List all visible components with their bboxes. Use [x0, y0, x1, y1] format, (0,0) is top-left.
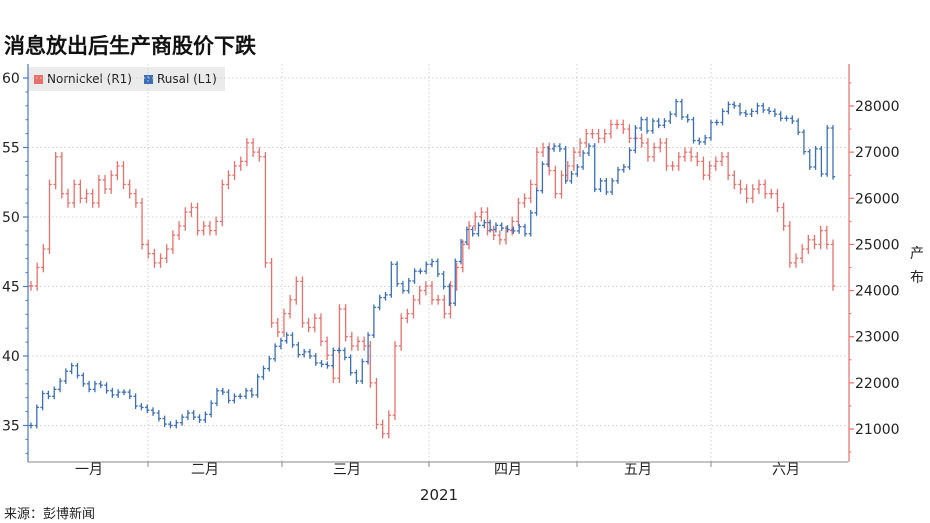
series-rusal — [28, 98, 836, 429]
chart-title: 消息放出后生产商股价下跌 — [4, 34, 256, 58]
left-tick-label: 60 — [2, 71, 20, 87]
month-label: 三月 — [333, 462, 361, 478]
right-tick-label: 28000 — [855, 99, 900, 115]
left-tick-label: 45 — [2, 280, 20, 296]
left-tick-label: 40 — [2, 349, 20, 365]
month-label: 六月 — [772, 462, 800, 478]
chart-legend: Nornickel (R1) Rusal (L1) — [28, 67, 225, 91]
legend-item-nornickel[interactable]: Nornickel (R1) — [34, 72, 132, 86]
month-label: 五月 — [624, 462, 652, 478]
right-tick-label: 23000 — [855, 330, 900, 346]
series-nornickel — [28, 119, 836, 439]
month-label: 四月 — [494, 462, 522, 478]
legend-swatch-nornickel — [34, 74, 43, 84]
right-axis-label: 产布 — [910, 246, 924, 286]
right-tick-label: 27000 — [855, 145, 900, 161]
left-tick-label: 50 — [2, 210, 20, 226]
right-tick-label: 21000 — [855, 422, 900, 438]
right-tick-label: 26000 — [855, 191, 900, 207]
month-label: 二月 — [191, 462, 219, 478]
legend-label-rusal: Rusal (L1) — [156, 72, 217, 86]
right-tick-label: 22000 — [855, 376, 900, 392]
x-axis-year-label: 2021 — [420, 486, 458, 504]
legend-swatch-rusal — [143, 74, 153, 84]
right-tick-label: 24000 — [855, 284, 900, 300]
legend-label-nornickel: Nornickel (R1) — [47, 72, 132, 86]
source-note: 来源：彭博新闻 — [4, 507, 96, 522]
right-tick-label: 25000 — [855, 237, 900, 253]
legend-item-rusal[interactable]: Rusal (L1) — [143, 72, 217, 86]
left-tick-label: 35 — [2, 419, 20, 435]
month-label: 一月 — [75, 462, 103, 478]
left-tick-label: 55 — [2, 141, 20, 157]
